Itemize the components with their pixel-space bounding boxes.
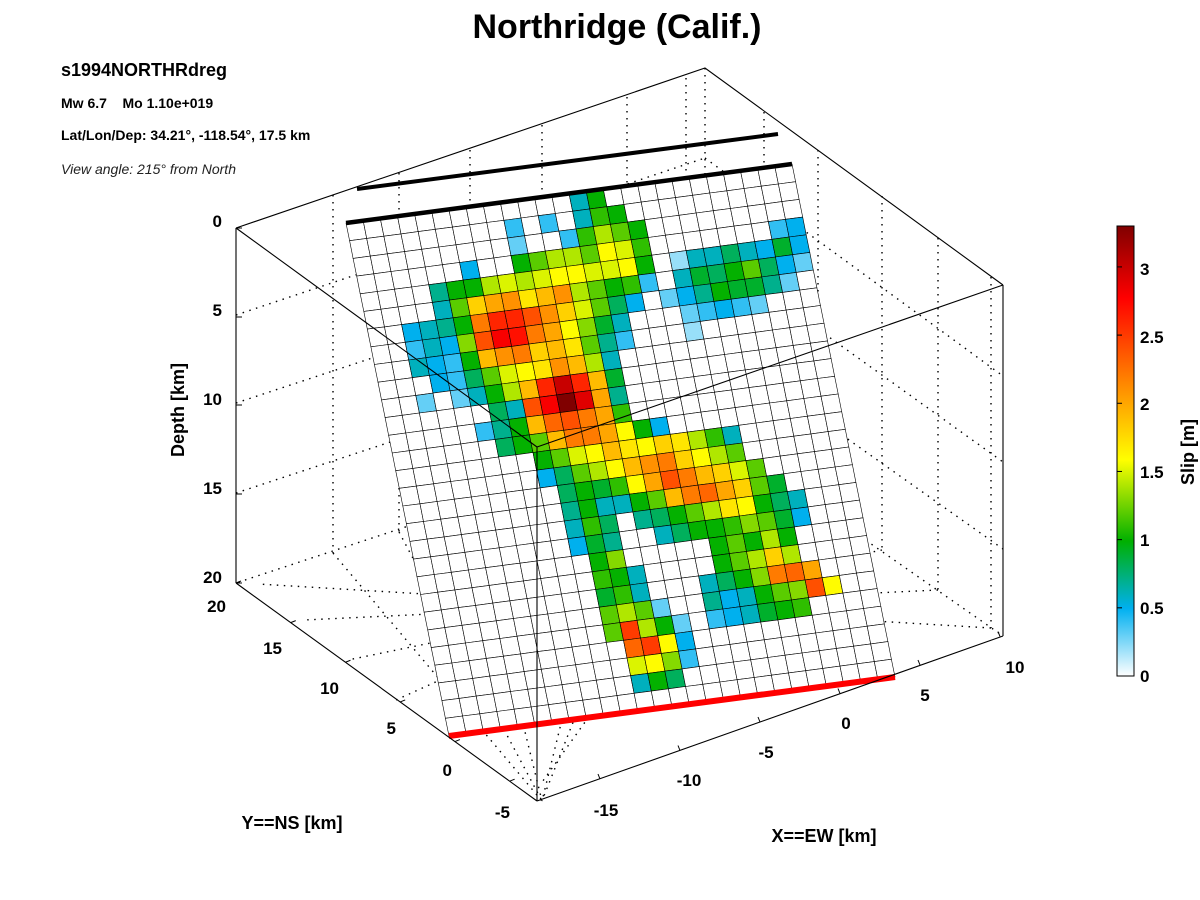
colorbar-ticks <box>1117 266 1122 677</box>
ns-axis: 20 15 10 5 0 -5 Y==NS [km] <box>207 597 510 833</box>
ew-tick-label: 0 <box>841 714 850 733</box>
axis-ticks <box>235 227 1001 782</box>
figure-title: Northridge (Calif.) <box>473 8 762 46</box>
depth-axis: 0 5 10 15 20 Depth [km] <box>168 212 222 587</box>
magnitude-line: Mw 6.7 Mo 1.10e+019 <box>61 95 213 111</box>
slip-patch <box>799 287 821 309</box>
depth-tick-label: 15 <box>203 479 222 498</box>
axis-tick <box>917 659 921 666</box>
ns-tick-label: 20 <box>207 597 226 616</box>
slip-patch <box>824 411 846 432</box>
axis-tick <box>345 659 351 663</box>
ew-tick-label: 5 <box>920 686 929 705</box>
slip-patch <box>856 570 878 592</box>
axis-tick <box>235 580 242 584</box>
slip-patch <box>788 234 811 256</box>
slip-patch <box>795 269 818 291</box>
colorbar-tick-label: 1 <box>1140 531 1149 550</box>
axis-box <box>235 67 1004 802</box>
axis-tick <box>757 716 761 723</box>
slip-patch <box>785 216 807 238</box>
depth-tick-label: 20 <box>203 568 222 587</box>
colorbar-tick-label: 0 <box>1140 667 1149 686</box>
slip-patch <box>845 517 867 539</box>
axis-tick <box>837 688 841 694</box>
axis-tick <box>454 739 461 743</box>
axis-tick <box>290 620 296 624</box>
ew-tick-label: -5 <box>758 743 773 762</box>
slip-patch <box>866 623 889 645</box>
slip-patch <box>781 199 804 220</box>
colorbar-tick-label: 3 <box>1140 260 1149 279</box>
axis-tick <box>597 773 601 780</box>
fault-bottom-edge <box>448 674 896 739</box>
slip-patch <box>859 588 882 609</box>
axis-tick <box>677 745 681 751</box>
slip-patch <box>838 482 860 503</box>
colorbar-title: Slip [m] <box>1178 419 1198 485</box>
slip-patch <box>817 375 839 397</box>
slip-patch <box>802 305 825 326</box>
ns-tick-label: 15 <box>263 639 282 658</box>
slip-patch <box>863 605 885 627</box>
ns-tick-label: 10 <box>320 679 339 698</box>
slip-patch <box>827 428 850 450</box>
ns-tick-label: -5 <box>495 803 510 822</box>
fault-top-edge <box>345 161 793 226</box>
ew-tick-label: -15 <box>594 801 619 820</box>
depth-tick-label: 5 <box>213 301 222 320</box>
ew-axis-title: X==EW [km] <box>771 826 876 846</box>
event-id: s1994NORTHRdreg <box>61 60 227 80</box>
colorbar: 0 0.5 1 1.5 2 2.5 3 Slip [m] <box>1116 225 1198 686</box>
depth-tick-label: 10 <box>203 390 222 409</box>
axis-tick <box>509 778 515 782</box>
slip-patch <box>834 464 857 486</box>
depth-tick-label: 0 <box>213 212 222 231</box>
colorbar-gradient <box>1116 225 1135 677</box>
slip-patch <box>852 552 875 574</box>
ns-tick-label: 5 <box>387 719 396 738</box>
slip-patch <box>806 322 828 344</box>
slip-patch <box>849 535 871 556</box>
fault-surface-trace <box>356 132 779 191</box>
colorbar-tick-label: 2 <box>1140 395 1149 414</box>
slip-patch <box>813 358 835 379</box>
location-line: Lat/Lon/Dep: 34.21°, -118.54°, 17.5 km <box>61 127 310 143</box>
ew-tick-label: 10 <box>1006 658 1025 677</box>
colorbar-tick-label: 1.5 <box>1140 463 1164 482</box>
slip-patch <box>831 446 853 468</box>
view-angle-line: View angle: 215° from North <box>61 161 236 177</box>
fault-slip-patches <box>345 163 896 737</box>
axis-tick <box>997 631 1001 637</box>
slip-patch <box>778 181 800 202</box>
colorbar-tick-label: 2.5 <box>1140 328 1164 347</box>
slip-patch <box>792 252 814 273</box>
ns-tick-label: 0 <box>443 761 452 780</box>
ew-tick-label: -10 <box>677 771 702 790</box>
ns-axis-title: Y==NS [km] <box>241 813 342 833</box>
colorbar-tick-label: 0.5 <box>1140 599 1164 618</box>
axis-tick <box>399 699 406 703</box>
depth-axis-title: Depth [km] <box>168 363 188 457</box>
ew-axis: -15 -10 -5 0 5 10 X==EW [km] <box>594 658 1025 846</box>
slip-patch <box>841 499 864 521</box>
slip-patch <box>820 393 843 415</box>
slip-patch <box>870 641 892 662</box>
